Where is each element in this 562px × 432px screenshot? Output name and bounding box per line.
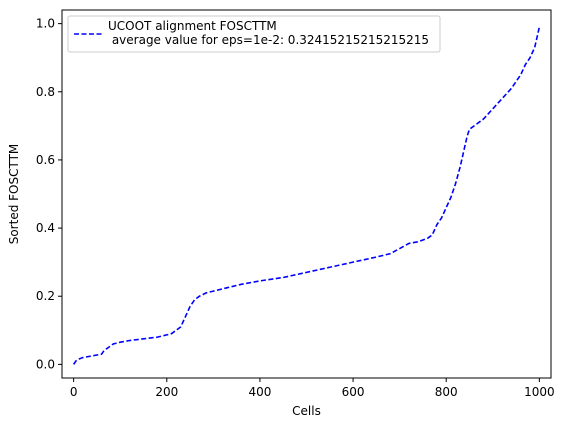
ticks-layer: 0 200 400 600 800 1000 0.0 0.2 0.4 0.6 0.8 1.0 (36, 17, 555, 399)
y-tick-label: 0.2 (36, 289, 55, 303)
plot-frame (61, 9, 552, 379)
x-tick-label: 800 (435, 385, 458, 399)
y-axis-label: Sorted FOSCTTM (7, 144, 21, 245)
x-tick-label: 200 (155, 385, 178, 399)
y-tick-label: 0.4 (36, 221, 55, 235)
legend: UCOOT alignment FOSCTTM average value fo… (67, 15, 441, 53)
x-axis-label: Cells (292, 404, 321, 418)
series-layer (72, 26, 541, 365)
y-tick-label: 0.0 (36, 357, 55, 371)
y-tick-label: 0.8 (36, 85, 55, 99)
legend-label-series-0: UCOOT alignment FOSCTTM average value fo… (108, 19, 429, 47)
x-tick-label: 1000 (524, 385, 555, 399)
y-tick-label: 0.6 (36, 153, 55, 167)
series-line-0 (72, 26, 541, 365)
x-tick-label: 0 (70, 385, 78, 399)
x-tick-label: 600 (342, 385, 365, 399)
y-tick-label: 1.0 (36, 17, 55, 31)
x-tick-label: 400 (248, 385, 271, 399)
legend-label-line: average value for eps=1e-2: 0.3241521521… (108, 33, 429, 47)
legend-box (67, 15, 441, 53)
legend-label-line: UCOOT alignment FOSCTTM (108, 19, 277, 33)
